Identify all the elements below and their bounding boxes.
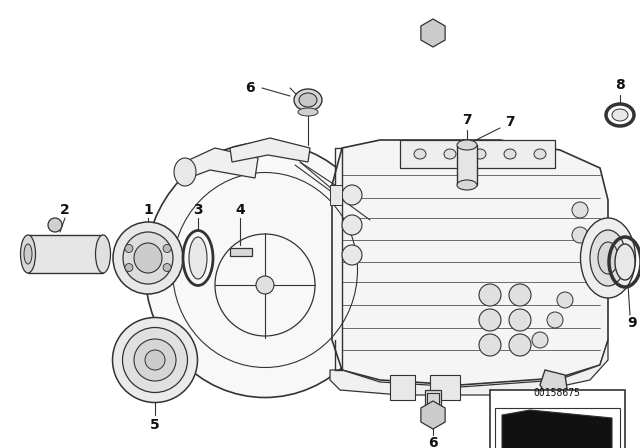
Ellipse shape: [509, 309, 531, 331]
Ellipse shape: [256, 276, 274, 294]
Text: 1: 1: [143, 203, 153, 217]
Ellipse shape: [479, 284, 501, 306]
Ellipse shape: [474, 149, 486, 159]
Text: 8: 8: [615, 78, 625, 92]
Ellipse shape: [342, 185, 362, 205]
Ellipse shape: [163, 245, 171, 253]
Ellipse shape: [24, 244, 32, 264]
Polygon shape: [421, 19, 445, 47]
Ellipse shape: [504, 149, 516, 159]
Ellipse shape: [189, 237, 207, 279]
Ellipse shape: [479, 334, 501, 356]
Text: 00158675: 00158675: [534, 388, 580, 398]
Ellipse shape: [612, 109, 628, 121]
Bar: [495, 408, 620, 448]
Ellipse shape: [298, 108, 318, 116]
Bar: [425, 390, 441, 410]
Ellipse shape: [342, 215, 362, 235]
Ellipse shape: [134, 339, 176, 381]
Ellipse shape: [113, 222, 183, 294]
Ellipse shape: [145, 142, 385, 397]
Ellipse shape: [123, 232, 173, 284]
Ellipse shape: [95, 235, 111, 273]
Ellipse shape: [572, 202, 588, 218]
Ellipse shape: [20, 235, 35, 273]
Polygon shape: [421, 401, 445, 429]
Ellipse shape: [457, 180, 477, 190]
Text: 9: 9: [627, 316, 637, 330]
Ellipse shape: [113, 318, 198, 402]
Polygon shape: [390, 375, 415, 400]
Bar: [457, 145, 477, 185]
Ellipse shape: [509, 334, 531, 356]
Ellipse shape: [572, 227, 588, 243]
Ellipse shape: [615, 244, 635, 280]
Text: 2: 2: [60, 203, 70, 217]
Ellipse shape: [294, 89, 322, 111]
Ellipse shape: [134, 243, 162, 273]
Ellipse shape: [342, 245, 362, 265]
Ellipse shape: [532, 332, 548, 348]
Text: 12: 12: [550, 418, 570, 432]
Bar: [400, 140, 555, 168]
Ellipse shape: [590, 230, 626, 286]
Text: 3: 3: [193, 203, 203, 217]
Bar: [28, 235, 103, 273]
Ellipse shape: [174, 158, 196, 186]
Text: 6: 6: [245, 81, 255, 95]
Ellipse shape: [125, 263, 133, 271]
Polygon shape: [502, 410, 612, 448]
Bar: [230, 248, 252, 256]
Polygon shape: [332, 140, 608, 385]
Text: 6: 6: [428, 436, 438, 448]
Polygon shape: [330, 340, 608, 395]
Ellipse shape: [414, 149, 426, 159]
Ellipse shape: [125, 245, 133, 253]
Polygon shape: [230, 138, 310, 162]
Ellipse shape: [145, 350, 165, 370]
Text: 7: 7: [505, 115, 515, 129]
Bar: [427, 393, 439, 415]
Ellipse shape: [547, 312, 563, 328]
Polygon shape: [430, 375, 460, 400]
Polygon shape: [178, 148, 258, 182]
Ellipse shape: [598, 242, 618, 274]
Ellipse shape: [299, 93, 317, 107]
Ellipse shape: [534, 149, 546, 159]
Polygon shape: [575, 395, 592, 418]
Ellipse shape: [509, 284, 531, 306]
Text: 4: 4: [235, 203, 245, 217]
Ellipse shape: [457, 140, 477, 150]
Polygon shape: [330, 185, 342, 205]
Ellipse shape: [479, 309, 501, 331]
Text: 7: 7: [462, 113, 472, 127]
Ellipse shape: [163, 263, 171, 271]
Polygon shape: [540, 370, 568, 400]
Ellipse shape: [122, 327, 188, 392]
Ellipse shape: [48, 218, 62, 232]
Ellipse shape: [557, 292, 573, 308]
Ellipse shape: [444, 149, 456, 159]
Text: 5: 5: [150, 418, 160, 432]
Bar: [490, 390, 625, 448]
Ellipse shape: [580, 218, 636, 298]
